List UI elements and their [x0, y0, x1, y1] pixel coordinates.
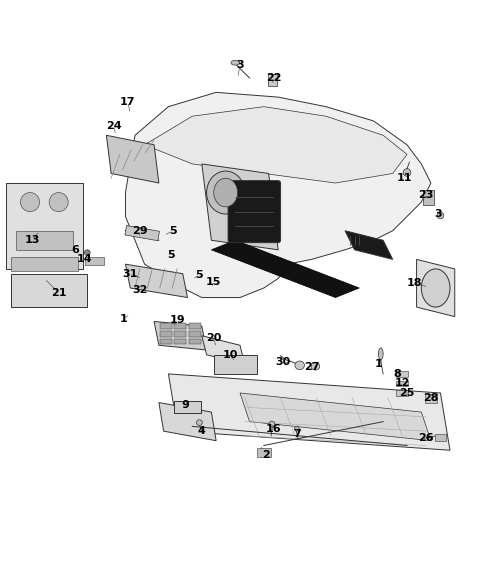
Text: 4: 4 — [198, 426, 206, 436]
Polygon shape — [168, 374, 450, 450]
Polygon shape — [240, 393, 431, 441]
Text: 10: 10 — [223, 350, 238, 360]
Bar — [125, 226, 159, 241]
Text: 19: 19 — [170, 316, 186, 325]
Ellipse shape — [378, 348, 383, 360]
Bar — [16, 231, 73, 250]
Ellipse shape — [403, 169, 411, 176]
Ellipse shape — [231, 60, 240, 65]
Text: 13: 13 — [25, 235, 40, 245]
Text: 5: 5 — [196, 270, 203, 279]
Polygon shape — [6, 183, 83, 269]
Bar — [174, 331, 186, 337]
Text: 8: 8 — [394, 369, 401, 379]
Text: 12: 12 — [395, 378, 410, 388]
Text: 30: 30 — [276, 357, 290, 367]
Text: 11: 11 — [397, 173, 412, 183]
Ellipse shape — [84, 250, 90, 256]
Ellipse shape — [21, 192, 39, 211]
Text: 14: 14 — [77, 255, 93, 264]
Bar — [189, 339, 201, 344]
Bar — [11, 257, 78, 271]
Polygon shape — [159, 403, 216, 441]
Bar — [85, 256, 104, 265]
Text: 26: 26 — [418, 433, 434, 444]
Text: 25: 25 — [399, 388, 415, 398]
Text: 28: 28 — [423, 393, 439, 403]
Polygon shape — [125, 92, 431, 298]
Ellipse shape — [311, 362, 320, 370]
Text: 32: 32 — [132, 285, 147, 295]
FancyBboxPatch shape — [228, 181, 281, 242]
Text: 5: 5 — [169, 226, 177, 236]
Text: 6: 6 — [72, 245, 79, 255]
Text: 23: 23 — [419, 190, 434, 200]
Bar — [174, 401, 201, 413]
Text: 29: 29 — [132, 226, 147, 236]
Bar — [189, 323, 201, 329]
Bar — [396, 390, 408, 396]
Ellipse shape — [295, 361, 304, 370]
Text: 22: 22 — [265, 73, 281, 83]
Bar — [425, 394, 437, 403]
Bar — [214, 355, 257, 374]
Text: 17: 17 — [120, 97, 136, 107]
Polygon shape — [202, 164, 278, 250]
Text: 21: 21 — [51, 288, 66, 298]
Text: 9: 9 — [181, 400, 189, 410]
Text: 31: 31 — [122, 268, 138, 279]
Text: 15: 15 — [206, 277, 221, 287]
Text: 24: 24 — [106, 121, 121, 131]
Ellipse shape — [49, 192, 68, 211]
Bar — [174, 323, 186, 329]
Text: 18: 18 — [407, 278, 422, 288]
Text: 3: 3 — [434, 209, 442, 219]
Bar — [396, 371, 408, 377]
Polygon shape — [107, 135, 159, 183]
Bar — [435, 434, 446, 441]
Ellipse shape — [214, 178, 238, 207]
Polygon shape — [144, 107, 407, 183]
Ellipse shape — [269, 421, 275, 427]
Polygon shape — [154, 321, 206, 350]
Bar — [189, 331, 201, 337]
Text: 16: 16 — [265, 424, 281, 434]
Polygon shape — [125, 264, 188, 298]
Ellipse shape — [197, 420, 202, 426]
Ellipse shape — [206, 171, 245, 214]
Text: 1: 1 — [119, 314, 127, 324]
Polygon shape — [345, 231, 393, 259]
Text: 27: 27 — [304, 362, 319, 372]
Ellipse shape — [421, 269, 450, 307]
Bar — [174, 339, 186, 344]
Text: 1: 1 — [374, 359, 382, 369]
Text: 2: 2 — [263, 450, 270, 460]
Ellipse shape — [437, 212, 444, 219]
Polygon shape — [417, 259, 455, 317]
Polygon shape — [11, 274, 87, 307]
Ellipse shape — [294, 426, 299, 431]
Polygon shape — [202, 336, 245, 365]
Bar — [160, 339, 172, 344]
Bar — [396, 381, 408, 386]
Text: 7: 7 — [293, 429, 301, 438]
Polygon shape — [211, 240, 360, 298]
Text: 5: 5 — [167, 249, 175, 260]
Bar — [160, 331, 172, 337]
Bar — [423, 190, 434, 205]
Text: 3: 3 — [236, 60, 244, 70]
Bar — [268, 74, 277, 86]
Bar — [257, 448, 271, 457]
Text: 20: 20 — [206, 333, 221, 343]
Bar — [160, 323, 172, 329]
